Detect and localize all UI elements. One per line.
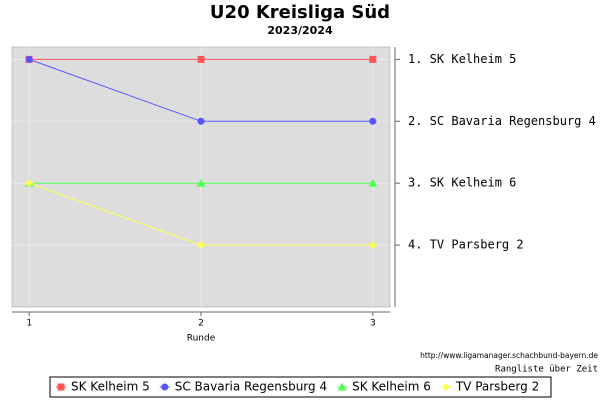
x-tick-label: 2 [198, 319, 204, 329]
data-point [368, 178, 378, 187]
x-tick-label: 3 [370, 319, 376, 329]
legend-label: SK Kelheim 5 [71, 380, 150, 394]
y-tick-label: 1. SK Kelheim 5 [408, 52, 516, 66]
data-point [368, 241, 377, 250]
chart-subtitle: 2023/2024 [267, 24, 333, 37]
footer: Rangliste über Zeit [495, 365, 598, 375]
source: http://www.ligamanager.schachbund-bayern… [420, 351, 598, 360]
data-point [197, 241, 205, 250]
legend-marker [337, 382, 347, 391]
data-point [197, 55, 205, 63]
legend-marker [57, 383, 65, 391]
data-point [369, 55, 377, 63]
data-point [25, 179, 34, 188]
data-point [25, 55, 33, 63]
legend-marker [441, 383, 450, 391]
y-tick-label: 3. SK Kelheim 6 [408, 176, 516, 190]
chart-title: U20 Kreisliga Süd [210, 2, 390, 23]
y-tick-label: 2. SC Bavaria Regensburg 4 [408, 114, 596, 128]
legend-label: TV Parsberg 2 [455, 380, 539, 394]
data-point [196, 178, 206, 187]
legend-marker [161, 383, 169, 391]
x-axis-label: Runde [187, 334, 216, 344]
data-point [197, 117, 205, 125]
data-point [369, 117, 377, 125]
legend-box [49, 376, 552, 398]
legend-label: SC Bavaria Regensburg 4 [175, 380, 327, 394]
x-tick-label: 1 [26, 319, 32, 329]
legend-label: SK Kelheim 6 [352, 380, 431, 394]
y-tick-label: 4. TV Parsberg 2 [408, 238, 524, 252]
